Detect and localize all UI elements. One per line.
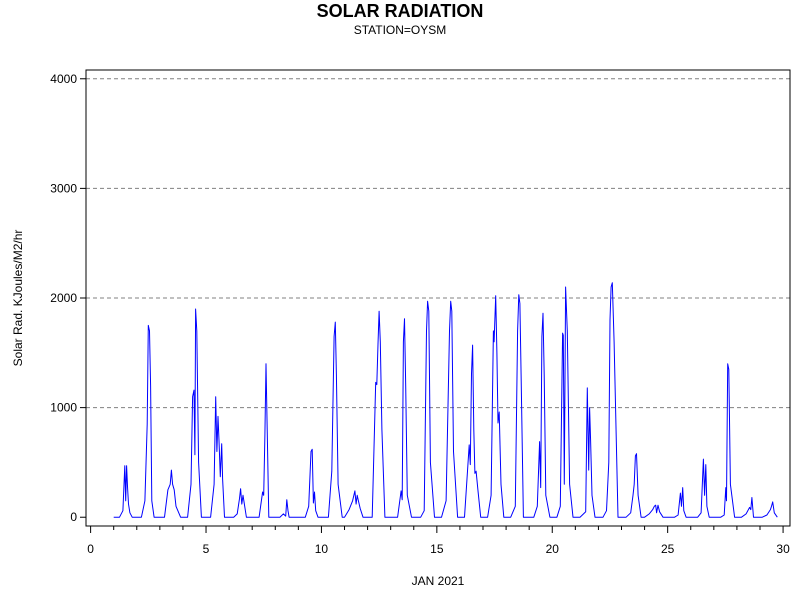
chart-subtitle: STATION=OYSM: [353, 23, 447, 37]
grid-lines: [86, 78, 790, 409]
y-tick-label: 1000: [50, 401, 77, 415]
x-tick-label: 25: [661, 542, 675, 556]
chart-title: SOLAR RADIATION: [316, 1, 484, 21]
x-tick-label: 20: [546, 542, 560, 556]
y-axis: 0 1000 2000 3000 4000: [50, 72, 86, 524]
y-tick-label: 0: [70, 510, 77, 524]
x-axis: 0 5 10 15 20 25 30: [87, 526, 790, 556]
y-tick-label: 3000: [50, 181, 77, 195]
x-tick-label: 10: [315, 542, 329, 556]
series-line-0: [113, 282, 778, 518]
y-tick-label: 2000: [50, 291, 77, 305]
x-tick-label: 30: [776, 542, 790, 556]
x-tick-label: 0: [87, 542, 94, 556]
x-tick-label: 5: [203, 542, 210, 556]
y-axis-label: Solar Rad. KJoules/M2/hr: [11, 230, 25, 367]
series-layer: [113, 282, 778, 518]
x-tick-label: 15: [430, 542, 444, 556]
y-tick-label: 4000: [50, 72, 77, 86]
x-axis-label: JAN 2021: [412, 574, 465, 588]
